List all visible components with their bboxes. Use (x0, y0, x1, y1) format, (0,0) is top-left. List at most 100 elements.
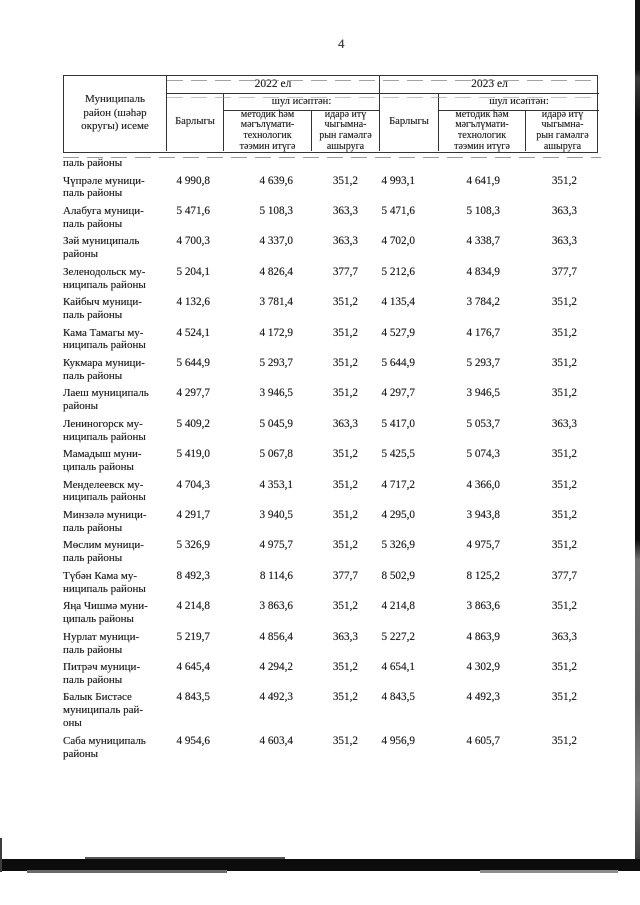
scan-artifact-line (167, 79, 597, 81)
cell-2023-total: 4 295,0 (381, 508, 415, 521)
header-including-2022: шул исәптән: (223, 94, 379, 111)
scan-edge-bottom (0, 859, 640, 871)
header-total-2023: Барлыгы (379, 94, 438, 151)
cell-2022-admin: 351,2 (332, 296, 358, 309)
row-district-name: Кукмара муници- паль районы (63, 356, 145, 382)
cell-2022-method: 4 856,4 (259, 630, 293, 643)
cell-2022-admin: 351,2 (332, 174, 358, 187)
row-district-name: Алабуга муници- паль районы (63, 204, 144, 230)
cell-2023-admin: 351,2 (551, 326, 577, 339)
cell-2023-admin: 351,2 (551, 174, 577, 187)
cell-2023-admin: 363,3 (551, 204, 577, 217)
cell-2023-admin: 363,3 (551, 630, 577, 643)
cell-2022-total: 4 704,3 (176, 478, 210, 491)
cell-2023-total: 4 135,4 (381, 296, 415, 309)
table-row: Мөслим муници- паль районы 5 326,9 4 975… (63, 539, 598, 565)
cell-2022-method: 3 781,4 (259, 296, 293, 309)
row-district-name: Түбән Кама му- ниципаль районы (63, 569, 146, 595)
cell-2023-total: 4 214,8 (381, 600, 415, 613)
cell-2023-method: 4 863,9 (466, 630, 500, 643)
cell-2023-method: 3 863,6 (466, 600, 500, 613)
cell-2022-admin: 351,2 (332, 326, 358, 339)
cell-2023-admin: 351,2 (551, 661, 577, 673)
cell-2022-method: 4 492,3 (259, 691, 293, 704)
cell-2022-method: 5 293,7 (259, 356, 293, 369)
cell-2023-method: 4 338,7 (466, 235, 500, 248)
scan-artifact-line (63, 156, 601, 158)
cell-2022-total: 4 843,5 (176, 691, 210, 704)
cell-2022-total: 4 291,7 (176, 508, 210, 521)
cell-2022-total: 5 644,9 (176, 356, 210, 369)
header-total-2022: Барлыгы (166, 94, 223, 151)
table-row: Зеленодольск му- ниципаль районы 5 204,1… (63, 266, 598, 292)
cell-2022-method: 3 940,5 (259, 508, 293, 521)
row-district-name: Зеленодольск му- ниципаль районы (63, 265, 146, 291)
budget-table: Муниципаль район (шәһәр округы) исеме 20… (63, 75, 601, 765)
cell-2023-total: 4 993,1 (381, 174, 415, 187)
cell-2023-method: 5 053,7 (466, 417, 500, 430)
cell-2023-admin: 351,2 (551, 356, 577, 369)
cell-2023-method: 4 176,7 (466, 326, 500, 339)
cell-2023-total: 4 527,9 (381, 326, 415, 339)
header-year-2023: 2023 ел (379, 76, 599, 94)
cell-2022-total: 4 214,8 (176, 600, 210, 613)
row-district-name: Лаеш муниципаль районы (63, 387, 149, 413)
cell-2022-admin: 351,2 (332, 600, 358, 613)
cell-2023-admin: 351,2 (551, 387, 577, 400)
cell-2023-total: 5 471,6 (381, 204, 415, 217)
cell-2023-method: 5 074,3 (466, 448, 500, 461)
cell-2023-total: 5 417,0 (381, 417, 415, 430)
cell-2022-total: 4 297,7 (176, 387, 210, 400)
cell-2023-method: 4 366,0 (466, 478, 500, 491)
cell-2022-method: 5 108,3 (259, 204, 293, 217)
cell-2022-method: 5 067,8 (259, 448, 293, 461)
header-admin-2022: идарә итү чыгымна- рын гамәлгә ашыруга (311, 109, 379, 151)
cell-2022-method: 5 045,9 (259, 417, 293, 430)
cell-2022-admin: 363,3 (332, 417, 358, 430)
cell-2022-total: 8 492,3 (176, 569, 210, 582)
cell-2022-total: 4 524,1 (176, 326, 210, 339)
cell-2023-method: 4 641,9 (466, 174, 500, 187)
row-district-name: Кайбыч муници- паль районы (63, 296, 142, 322)
row-district-name: Питрәч муници- паль районы (63, 661, 141, 686)
table-row: Мамадыш муни- ципаль районы 5 419,0 5 06… (63, 448, 598, 474)
table-row: Минзәлә муници- паль районы 4 291,7 3 94… (63, 509, 598, 535)
cell-2022-method: 4 826,4 (259, 265, 293, 278)
cell-2022-method: 4 639,6 (259, 174, 293, 187)
cell-2022-total: 5 326,9 (176, 539, 210, 552)
cell-2022-total: 4 700,3 (176, 235, 210, 248)
cell-2022-total: 4 132,6 (176, 296, 210, 309)
cell-2022-admin: 351,2 (332, 356, 358, 369)
cell-2022-method: 4 975,7 (259, 539, 293, 552)
table-body: паль районы Чүпрәле муници- паль районы … (63, 157, 598, 761)
cell-2023-total: 8 502,9 (381, 569, 415, 582)
scan-edge-left (0, 838, 2, 872)
cell-2022-method: 8 114,6 (259, 569, 293, 582)
cell-2023-method: 4 605,7 (466, 734, 500, 747)
cell-2022-total: 5 409,2 (176, 417, 210, 430)
scan-edge-fringe (480, 870, 618, 873)
cell-2023-admin: 351,2 (551, 539, 577, 552)
cell-2023-admin: 351,2 (551, 691, 577, 704)
row-district-name: Яңа Чишмә муни- ципаль районы (63, 600, 148, 626)
scan-artifact-line (167, 96, 597, 98)
header-including-2023: шул исәптән: (438, 94, 599, 111)
cell-2022-method: 4 172,9 (259, 326, 293, 339)
table-row: Саба муниципаль районы 4 954,6 4 603,4 3… (63, 735, 598, 761)
scan-edge-fringe (85, 857, 285, 859)
cell-2022-admin: 377,7 (332, 569, 358, 582)
cell-2023-method: 3 784,2 (466, 296, 500, 309)
scan-edge-fringe (27, 870, 227, 873)
cell-2022-method: 4 603,4 (259, 734, 293, 747)
cell-2023-total: 4 717,2 (381, 478, 415, 491)
row-district-name: Мамадыш муни- ципаль районы (63, 448, 142, 474)
cell-2022-admin: 351,2 (332, 734, 358, 747)
cell-2023-total: 4 654,1 (381, 661, 415, 673)
cell-2022-admin: 351,2 (332, 448, 358, 461)
cell-2022-admin: 377,7 (332, 265, 358, 278)
table-row: Лаеш муниципаль районы 4 297,7 3 946,5 3… (63, 387, 598, 413)
cell-2023-admin: 377,7 (551, 569, 577, 582)
cell-2022-method: 4 353,1 (259, 478, 293, 491)
table-row: Кайбыч муници- паль районы 4 132,6 3 781… (63, 296, 598, 322)
cell-2022-total: 5 419,0 (176, 448, 210, 461)
